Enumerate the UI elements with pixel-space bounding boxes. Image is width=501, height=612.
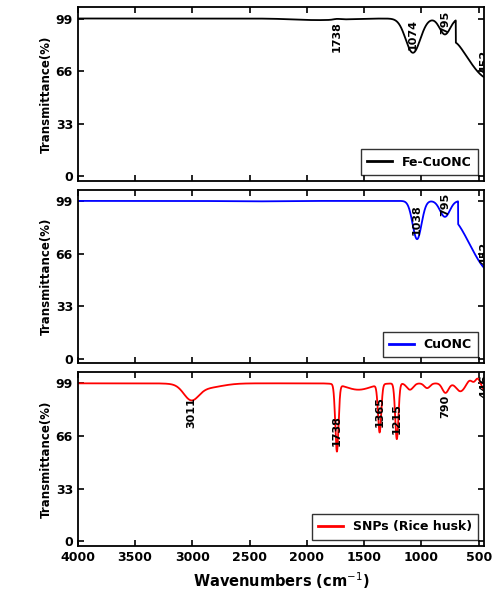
Legend: Fe-CuONC: Fe-CuONC	[360, 149, 477, 175]
Legend: SNPs (Rice husk): SNPs (Rice husk)	[311, 514, 477, 540]
Text: 1738: 1738	[331, 21, 341, 52]
Text: 1074: 1074	[407, 18, 417, 50]
Text: 1215: 1215	[391, 403, 401, 433]
Text: 795: 795	[439, 193, 449, 216]
X-axis label: Wavenumbers (cm$^{-1}$): Wavenumbers (cm$^{-1}$)	[192, 571, 369, 591]
Text: 452: 452	[478, 242, 488, 266]
Text: 1365: 1365	[374, 397, 384, 427]
Legend: CuONC: CuONC	[382, 332, 477, 357]
Text: 1038: 1038	[411, 204, 421, 235]
Text: 3011: 3011	[186, 398, 196, 428]
Y-axis label: Transmittance(%): Transmittance(%)	[40, 400, 53, 518]
Text: 452: 452	[478, 50, 488, 73]
Y-axis label: Transmittance(%): Transmittance(%)	[40, 218, 53, 335]
Text: 446.30: 446.30	[479, 356, 489, 398]
Text: 790: 790	[439, 395, 449, 418]
Text: 795: 795	[439, 10, 449, 34]
Text: 1738: 1738	[331, 416, 341, 446]
Y-axis label: Transmittance(%): Transmittance(%)	[40, 35, 53, 153]
